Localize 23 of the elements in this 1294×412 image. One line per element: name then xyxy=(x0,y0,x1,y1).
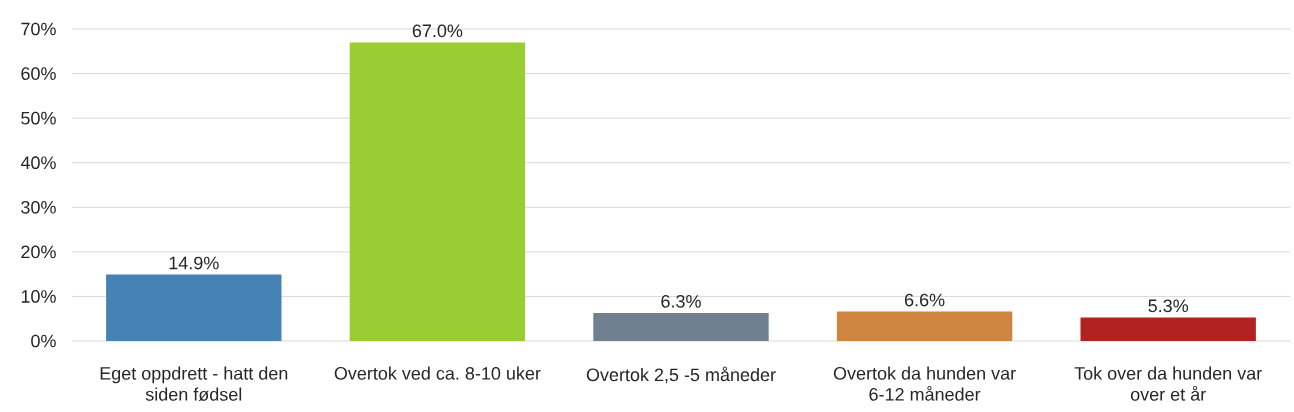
x-tick-label: Overtok da hunden var 6-12 måneder xyxy=(833,366,1016,401)
bar xyxy=(1080,317,1256,341)
y-tick-label: 30% xyxy=(21,200,56,214)
data-label: 14.9% xyxy=(169,256,219,270)
x-tick-label: Overtok ved ca. 8-10 uker xyxy=(334,366,541,380)
data-label: 6.6% xyxy=(905,293,945,307)
y-tick-label: 60% xyxy=(21,67,56,80)
x-tick-label: Tok over da hunden var over et år xyxy=(1074,366,1262,401)
y-tick-label: 70% xyxy=(21,22,56,36)
y-tick-label: 20% xyxy=(21,245,56,259)
bar xyxy=(349,42,526,341)
y-tick-label: 50% xyxy=(21,111,56,125)
x-tick-label: Overtok 2,5 -5 måneder xyxy=(586,366,776,384)
data-label: 5.3% xyxy=(1148,299,1189,313)
y-tick-label: 0% xyxy=(31,334,56,348)
x-tick-label: Eget oppdrett - hatt den siden fødsel xyxy=(100,366,288,401)
y-tick-label: 10% xyxy=(21,290,56,303)
bar xyxy=(593,312,769,341)
bar xyxy=(836,311,1013,341)
data-label: 67.0% xyxy=(412,24,463,38)
y-tick-label: 40% xyxy=(20,156,56,170)
bar xyxy=(106,274,282,341)
data-label: 6.3% xyxy=(661,294,701,308)
